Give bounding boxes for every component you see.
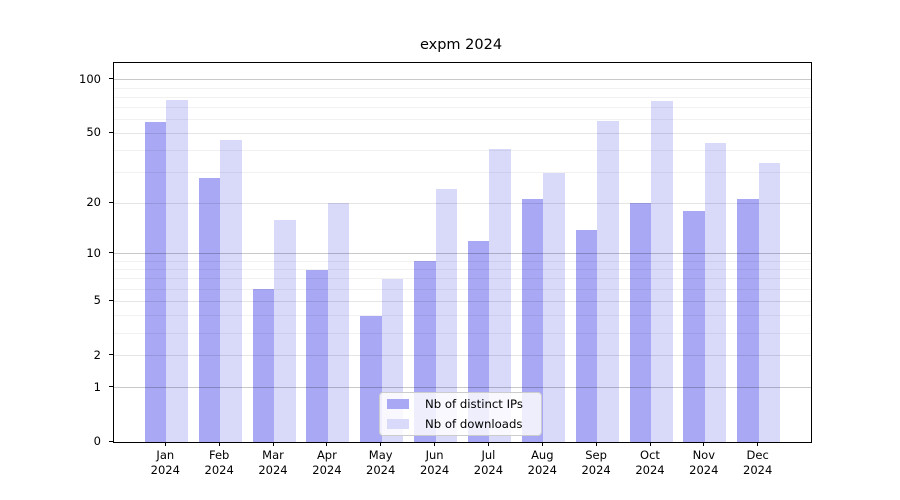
x-tick-label: Oct 2024: [635, 448, 665, 477]
y-tick-label: 10: [86, 245, 101, 260]
x-tick-label: Jan 2024: [150, 448, 180, 477]
y-tick-label: 5: [93, 293, 101, 308]
x-tick-label: Mar 2024: [258, 448, 288, 477]
y-tick: [109, 78, 113, 80]
bar-nov-ips: [683, 210, 705, 442]
bar-dec-ips: [737, 199, 759, 442]
x-tick: [703, 442, 705, 446]
bar-jul-ips: [467, 240, 490, 442]
y-tick-label: 100: [79, 71, 101, 86]
x-tick: [649, 442, 651, 446]
y-tick: [109, 440, 113, 442]
x-tick: [757, 442, 759, 446]
y-tick-label: 50: [86, 125, 101, 140]
y-tick: [109, 131, 113, 133]
y-tick-label: 2: [93, 347, 101, 362]
bar-feb-downloads: [220, 139, 242, 442]
y-tick: [109, 299, 113, 301]
x-tick-label: Sep 2024: [581, 448, 611, 477]
x-tick: [380, 442, 382, 446]
chart-title: expm 2024: [419, 37, 503, 53]
x-tick: [326, 442, 328, 446]
bar-oct-downloads: [651, 101, 673, 442]
y-tick-label: 20: [86, 195, 101, 210]
bar-aug-downloads: [543, 172, 565, 442]
legend-label-distinct-ips: Nb of distinct IPs: [425, 397, 523, 411]
legend-label-downloads: Nb of downloads: [425, 417, 523, 431]
bar-sep-ips: [575, 229, 598, 442]
x-tick: [541, 442, 543, 446]
x-tick: [218, 442, 220, 446]
bar-nov-downloads: [704, 143, 727, 442]
bar-apr-downloads: [327, 203, 350, 442]
legend-swatch-downloads: [387, 419, 409, 429]
x-tick-label: May 2024: [366, 448, 396, 477]
bar-jan-downloads: [166, 100, 188, 442]
x-tick-label: Dec 2024: [743, 448, 773, 477]
y-tick-label: 1: [93, 379, 101, 394]
x-tick-label: Feb 2024: [204, 448, 234, 477]
bar-sep-downloads: [597, 120, 619, 442]
x-tick: [434, 442, 436, 446]
y-tick: [109, 252, 113, 254]
bars-layer: [114, 63, 811, 442]
y-tick: [109, 386, 113, 388]
x-tick: [164, 442, 166, 446]
legend-swatch-distinct-ips: [387, 399, 409, 409]
bar-may-ips: [360, 315, 382, 442]
bar-oct-ips: [629, 203, 651, 442]
x-tick-label: Aug 2024: [527, 448, 557, 477]
x-tick-label: Jun 2024: [419, 448, 450, 477]
bar-mar-downloads: [274, 219, 296, 442]
bar-apr-ips: [306, 269, 328, 442]
x-tick: [595, 442, 597, 446]
legend: Nb of distinct IPs Nb of downloads: [379, 392, 542, 436]
legend-item-downloads: Nb of downloads: [380, 414, 541, 434]
x-tick: [487, 442, 489, 446]
bar-aug-ips: [521, 199, 544, 442]
y-tick: [109, 354, 113, 356]
legend-item-distinct-ips: Nb of distinct IPs: [380, 394, 541, 414]
plot-area: [113, 62, 812, 443]
bar-jan-ips: [144, 122, 167, 442]
bar-mar-ips: [252, 289, 274, 442]
y-tick: [109, 201, 113, 203]
x-tick-label: Apr 2024: [312, 448, 342, 477]
bar-jun-downloads: [435, 189, 458, 442]
x-tick-label: Jul 2024: [473, 448, 504, 477]
x-tick: [272, 442, 274, 446]
bar-jul-downloads: [489, 148, 511, 442]
bar-feb-ips: [198, 177, 221, 442]
y-tick-label: 0: [93, 434, 101, 448]
bar-dec-downloads: [758, 163, 781, 442]
x-tick-label: Nov 2024: [689, 448, 719, 477]
